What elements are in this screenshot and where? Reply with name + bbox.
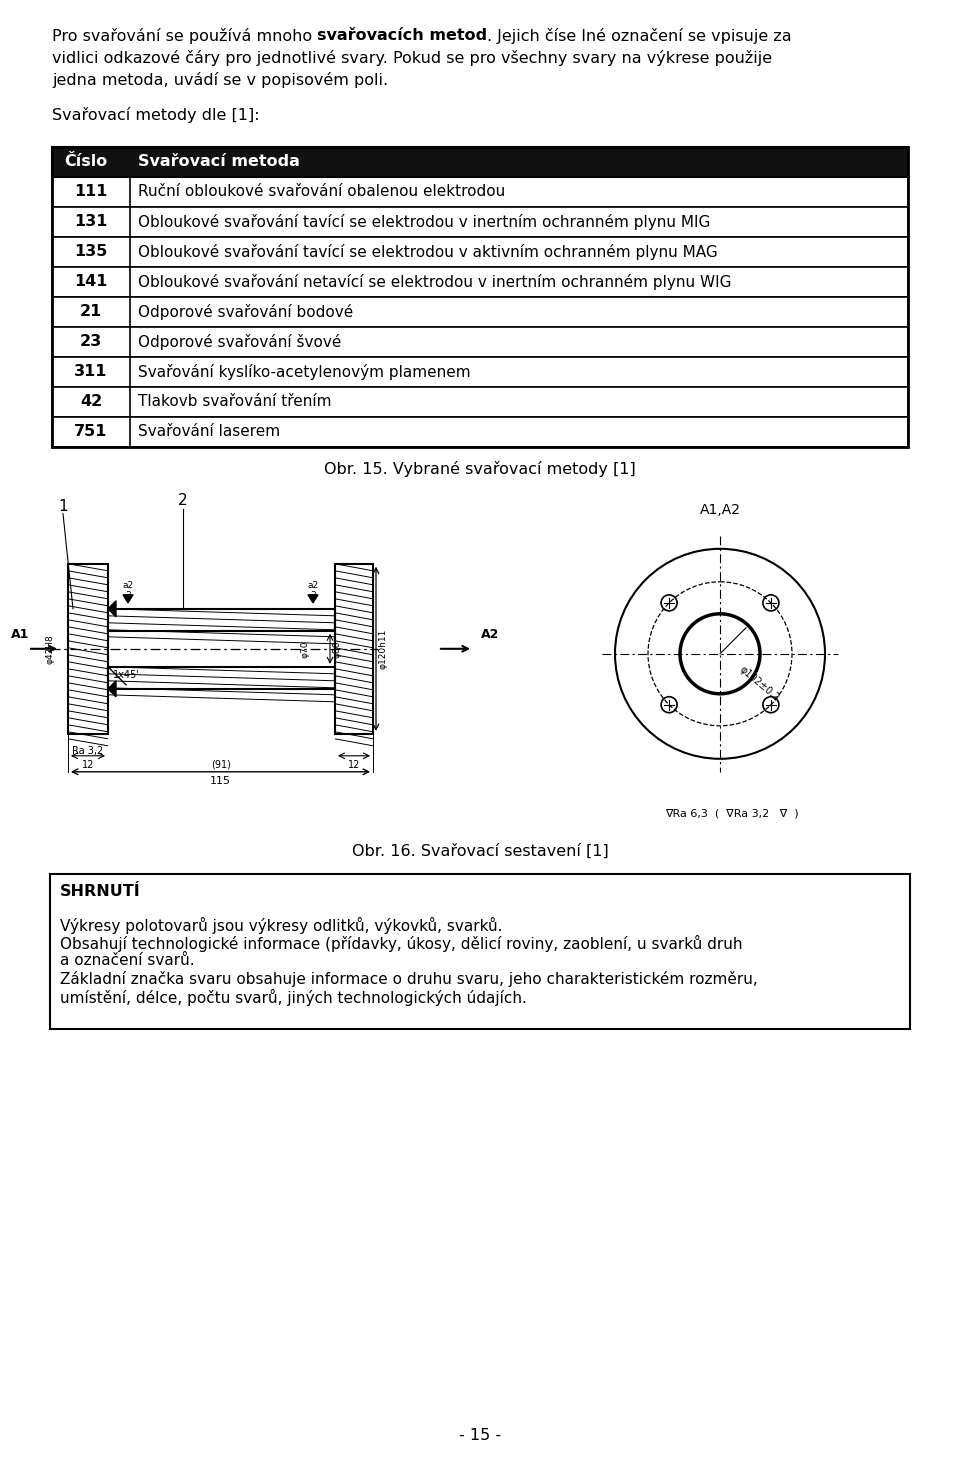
Text: - 15 -: - 15 - xyxy=(459,1427,501,1443)
Text: φ120h11: φ120h11 xyxy=(379,629,388,670)
Text: φ42H8: φ42H8 xyxy=(45,635,55,664)
Text: Svařování laserem: Svařování laserem xyxy=(138,424,280,439)
Text: Základní značka svaru obsahuje informace o druhu svaru, jeho charakteristickém r: Základní značka svaru obsahuje informace… xyxy=(60,971,757,987)
Text: φ102±0,2: φ102±0,2 xyxy=(738,664,781,703)
Polygon shape xyxy=(108,601,116,617)
Text: Obloukové svařování netavící se elektrodou v inertním ochranném plynu WIG: Obloukové svařování netavící se elektrod… xyxy=(138,273,732,289)
Text: Obr. 15. Vybrané svařovací metody [1]: Obr. 15. Vybrané svařovací metody [1] xyxy=(324,461,636,477)
Bar xyxy=(52,146,908,447)
Text: Svařování kyslíko-acetylenovým plamenem: Svařování kyslíko-acetylenovým plamenem xyxy=(138,364,470,380)
Bar xyxy=(52,266,908,297)
Bar xyxy=(52,387,908,417)
Bar xyxy=(52,177,908,206)
Bar xyxy=(52,417,908,447)
Text: 1: 1 xyxy=(59,500,68,515)
Text: 131: 131 xyxy=(74,215,108,230)
Polygon shape xyxy=(123,595,133,602)
Text: ∇Ra 6,3  (  ∇Ra 3,2   ∇  ): ∇Ra 6,3 ( ∇Ra 3,2 ∇ ) xyxy=(665,808,799,819)
Text: A1,A2: A1,A2 xyxy=(700,503,740,516)
Text: 23: 23 xyxy=(80,335,102,349)
Text: Obloukové svařování tavící se elektrodou v aktivním ochranném plynu MAG: Obloukové svařování tavící se elektrodou… xyxy=(138,244,718,260)
Text: 111: 111 xyxy=(74,184,108,199)
Text: 311: 311 xyxy=(74,364,108,379)
Text: (91): (91) xyxy=(211,760,231,770)
Text: a2
3: a2 3 xyxy=(307,580,319,601)
Text: Obr. 16. Svařovací sestavení [1]: Obr. 16. Svařovací sestavení [1] xyxy=(351,844,609,860)
Text: Ra 3,2: Ra 3,2 xyxy=(72,746,104,756)
Text: a2
3: a2 3 xyxy=(123,580,133,601)
Text: Ruční obloukové svařování obalenou elektrodou: Ruční obloukové svařování obalenou elekt… xyxy=(138,184,505,199)
Polygon shape xyxy=(108,681,116,697)
Text: Výkresy polotovarů jsou výkresy odlitků, výkovků, svarků.: Výkresy polotovarů jsou výkresy odlitků,… xyxy=(60,917,502,934)
Text: 115: 115 xyxy=(210,776,231,785)
Text: 12: 12 xyxy=(82,760,94,770)
Bar xyxy=(52,297,908,327)
Text: jedna metoda, uvádí se v popisovém poli.: jedna metoda, uvádí se v popisovém poli. xyxy=(52,72,388,88)
Text: 751: 751 xyxy=(74,424,108,439)
Bar xyxy=(52,327,908,357)
Bar xyxy=(52,237,908,266)
Text: φ70: φ70 xyxy=(300,640,309,658)
Text: Tlakovb svařování třením: Tlakovb svařování třením xyxy=(138,395,331,409)
Bar xyxy=(108,667,335,689)
Text: Obloukové svařování tavící se elektrodou v inertním ochranném plynu MIG: Obloukové svařování tavící se elektrodou… xyxy=(138,213,710,230)
Text: 141: 141 xyxy=(74,275,108,289)
Text: 42: 42 xyxy=(80,395,102,409)
Text: umístění, délce, počtu svarů, jiných technologických údajích.: umístění, délce, počtu svarů, jiných tec… xyxy=(60,988,527,1006)
Bar xyxy=(52,206,908,237)
Text: Odporové svařování švové: Odporové svařování švové xyxy=(138,333,342,349)
Text: SHRNUTÍ: SHRNUTÍ xyxy=(60,885,141,899)
Bar xyxy=(68,564,108,734)
Bar xyxy=(50,874,910,1029)
Text: Odporové svařování bodové: Odporové svařování bodové xyxy=(138,304,353,320)
Bar xyxy=(52,146,908,177)
Text: 135: 135 xyxy=(74,244,108,259)
Text: Svařovací metody dle [1]:: Svařovací metody dle [1]: xyxy=(52,107,259,123)
Text: A1: A1 xyxy=(11,629,29,642)
Text: φ80: φ80 xyxy=(332,640,341,658)
Text: Svařovací metoda: Svařovací metoda xyxy=(138,155,300,170)
Text: svařovacích metod: svařovacích metod xyxy=(317,28,488,42)
Text: Obsahují technologické informace (přídavky, úkosy, dělicí roviny, zaoblení, u sv: Obsahují technologické informace (přídav… xyxy=(60,934,742,952)
Text: A2: A2 xyxy=(481,629,499,642)
Polygon shape xyxy=(308,595,318,602)
Text: 21: 21 xyxy=(80,304,102,319)
Text: a označení svarů.: a označení svarů. xyxy=(60,953,195,968)
Text: 2: 2 xyxy=(179,493,188,509)
Text: vidlici odkazové čáry pro jednotlivé svary. Pokud se pro všechny svary na výkres: vidlici odkazové čáry pro jednotlivé sva… xyxy=(52,50,772,66)
Text: . Jejich číse lné označení se vpisuje za: . Jejich číse lné označení se vpisuje za xyxy=(488,28,792,44)
Text: 1x45': 1x45' xyxy=(113,670,140,680)
Text: Pro svařování se používá mnoho: Pro svařování se používá mnoho xyxy=(52,28,317,44)
Text: 12: 12 xyxy=(348,760,360,770)
Bar xyxy=(108,608,335,630)
Text: Číslo: Číslo xyxy=(64,155,108,170)
Bar xyxy=(335,564,373,734)
Bar xyxy=(52,357,908,387)
